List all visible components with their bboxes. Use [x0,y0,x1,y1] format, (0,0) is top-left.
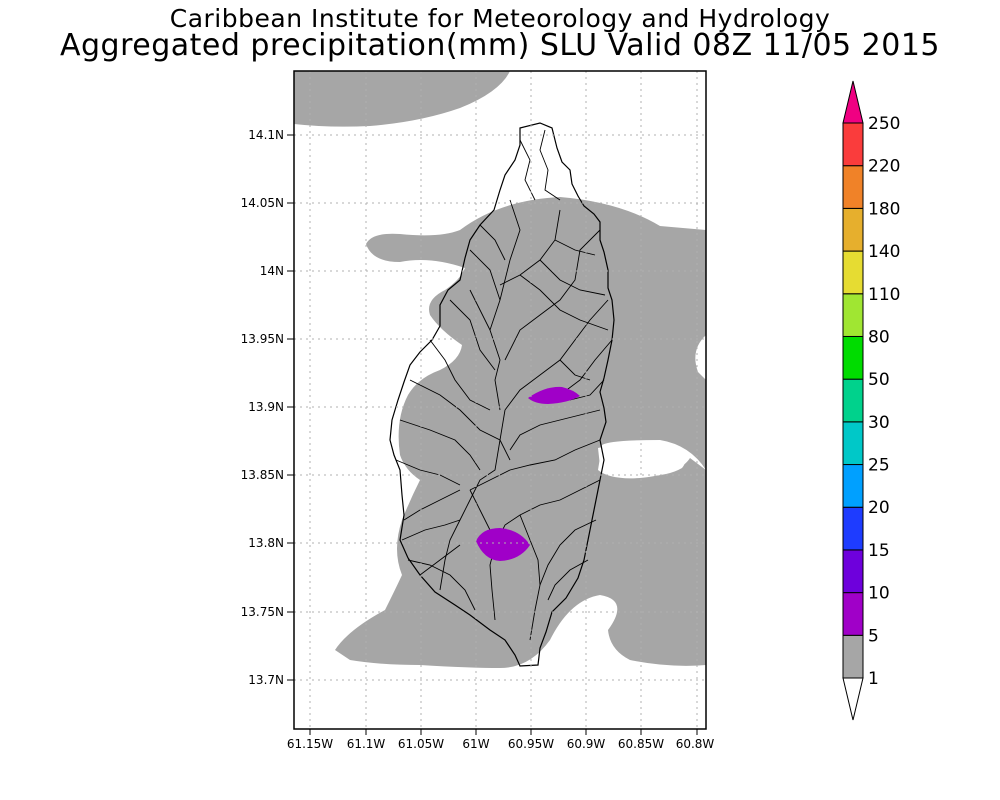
lon-label: 61.05W [398,737,444,751]
lon-label: 60.85W [618,737,664,751]
lon-label: 61.15W [287,737,333,751]
colorbar-label: 220 [868,157,900,177]
colorbar-swatch [842,549,864,594]
colorbar-label: 15 [868,541,890,561]
lon-label: 61W [462,737,489,751]
map-gridlines [294,71,706,729]
colorbar-swatch [842,464,864,508]
colorbar-top-arrow [842,80,864,124]
title-line-2: Aggregated precipitation(mm) SLU Valid 0… [59,28,941,63]
colorbar-label: 80 [868,327,890,347]
lon-label: 60.9W [567,737,606,751]
colorbar-label: 50 [868,370,890,390]
lat-label: 14N [260,264,284,278]
title-line-1: Caribbean Institute for Meteorology and … [169,4,831,33]
colorbar-swatch [842,165,864,209]
colorbar-label: 5 [868,626,879,646]
colorbar-swatch [842,592,864,636]
district-lines [395,129,613,641]
colorbar-swatch [842,634,864,679]
lat-label: 13.7N [248,673,284,687]
rain-area-north [294,71,510,127]
colorbar-swatch [842,421,864,466]
colorbar-label: 250 [868,114,900,134]
lat-label: 13.9N [248,400,284,414]
colorbar-label: 140 [868,242,900,262]
lat-label: 14.1N [248,128,284,142]
colorbar-swatch [842,250,864,295]
lat-label: 13.85N [241,468,284,482]
lat-labels: 14.1N 14.05N 14N 13.95N 13.9N 13.85N 13.… [241,128,284,687]
lon-label: 61.1W [347,737,386,751]
colorbar-swatch [842,122,864,167]
dry-area-east [598,442,686,477]
rain-area-purple-north [528,386,580,404]
colorbar-swatch [842,378,864,423]
colorbar-label: 30 [868,413,890,433]
colorbar-label: 10 [868,584,890,604]
map-frame [293,70,707,730]
colorbar-bottom-arrow [842,677,864,721]
lon-label: 60.95W [508,737,554,751]
colorbar-label: 25 [868,456,890,476]
colorbar-label: 180 [868,199,900,219]
colorbar-label: 110 [868,285,900,305]
colorbar-swatch [842,207,864,252]
colorbar-swatch [842,293,864,337]
lon-tick-marks [309,729,698,735]
colorbar-label: 1 [868,669,879,689]
lon-labels: 61.15W 61.1W 61.05W 61W 60.95W 60.9W 60.… [287,737,715,751]
lat-tick-marks [287,134,294,681]
rain-area-purple-south [476,528,530,561]
lat-label: 14.05N [241,196,284,210]
colorbar-swatch [842,506,864,551]
lat-label: 13.75N [241,605,284,619]
colorbar-label: 20 [868,498,890,518]
map-panel [294,71,706,729]
lat-label: 13.8N [248,536,284,550]
lon-label: 60.8W [676,737,715,751]
island-coastline [389,122,615,667]
colorbar-swatch [842,335,864,380]
lat-label: 13.95N [241,332,284,346]
